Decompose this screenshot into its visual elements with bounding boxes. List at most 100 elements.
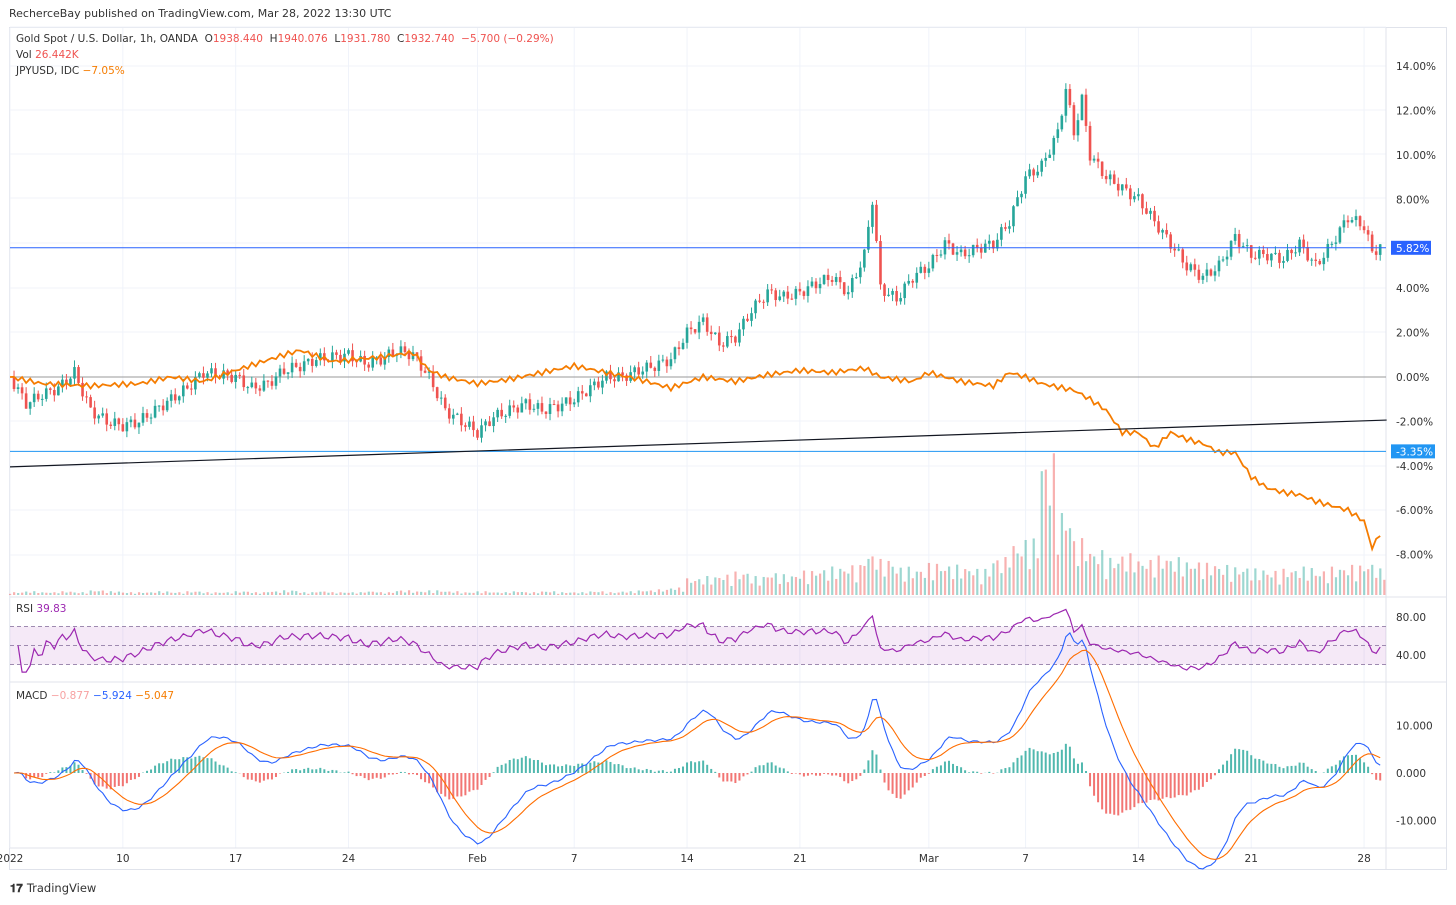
candle-body	[1253, 257, 1257, 259]
candle-body	[826, 274, 830, 280]
compare-legend: JPYUSD, IDC −7.05%	[16, 65, 125, 77]
candle-body	[165, 400, 169, 411]
volume-bar	[484, 591, 487, 595]
macd-histogram-bar	[480, 773, 483, 786]
candle-body	[367, 364, 370, 368]
volume-bar	[1117, 563, 1120, 595]
candle-body	[992, 240, 995, 249]
macd-histogram-bar	[1000, 769, 1003, 773]
candle-body	[371, 357, 374, 368]
macd-histogram-bar	[722, 773, 725, 782]
macd-histogram-bar	[710, 768, 713, 773]
symbol-name[interactable]: Gold Spot / U.S. Dollar, 1h, OANDA	[16, 33, 198, 45]
price-label: -3.35%	[1396, 446, 1433, 458]
macd-histogram-bar	[1310, 769, 1313, 773]
volume-bar	[1008, 567, 1011, 595]
candle-body	[1193, 264, 1197, 270]
volume-bar	[202, 593, 205, 595]
candle-body	[206, 373, 209, 378]
macd-histogram-bar	[1209, 773, 1212, 780]
macd-histogram-bar	[875, 754, 878, 773]
candle-body	[351, 350, 354, 362]
volume-bar	[629, 591, 632, 595]
candle-body	[1116, 183, 1120, 191]
volume-bar	[859, 565, 862, 595]
macd-histogram-bar	[649, 769, 652, 773]
candle-body	[12, 377, 16, 389]
macd-histogram-bar	[657, 770, 660, 773]
macd-histogram-bar	[1157, 773, 1160, 801]
macd-label[interactable]: MACD	[16, 690, 48, 702]
macd-histogram-bar	[565, 764, 568, 773]
macd-histogram-bar	[806, 773, 809, 776]
volume-bar	[637, 590, 640, 595]
volume-bar	[1105, 579, 1108, 595]
volume-bar	[621, 591, 624, 595]
macd-histogram-bar	[1080, 762, 1083, 773]
volume-bar	[657, 589, 661, 595]
tradingview-logo[interactable]: 𝟏𝟕 TradingView	[10, 881, 96, 896]
macd-histogram-bar	[919, 773, 922, 778]
candle-body	[899, 298, 902, 302]
rsi-label[interactable]: RSI	[16, 603, 34, 615]
macd-histogram-bar	[637, 769, 640, 773]
candle-body	[584, 393, 588, 397]
volume-bar	[355, 593, 358, 595]
volume-bar	[1355, 581, 1358, 595]
volume-bar	[1334, 577, 1338, 595]
macd-histogram-bar	[794, 773, 797, 774]
candle-body	[1072, 105, 1076, 136]
candle-body	[790, 298, 794, 300]
macd-histogram-bar	[395, 773, 398, 775]
volume-bar	[210, 593, 213, 595]
candle-body	[770, 289, 773, 291]
volume-bar	[178, 592, 181, 595]
candle-body	[754, 300, 757, 314]
macd-histogram-bar	[1334, 764, 1337, 773]
candle-body	[1112, 174, 1116, 184]
macd-histogram-bar	[782, 768, 785, 773]
volume-bar	[93, 591, 96, 595]
macd-histogram-bar	[617, 763, 620, 773]
volume-bar	[41, 592, 44, 595]
macd-histogram-bar	[1350, 754, 1353, 773]
candle-body	[1173, 248, 1176, 251]
candle-body	[810, 281, 814, 287]
compare-label[interactable]: JPYUSD, IDC	[16, 65, 80, 77]
candle-body	[552, 404, 556, 406]
candle-body	[621, 372, 624, 376]
candle-body	[693, 329, 697, 333]
macd-histogram-bar	[190, 758, 193, 773]
volume-bar	[77, 593, 80, 595]
candle-body	[1225, 256, 1229, 260]
macd-histogram-bar	[81, 770, 84, 773]
macd-histogram-bar	[109, 773, 112, 790]
volume-label[interactable]: Vol	[16, 49, 32, 61]
candle-body	[661, 359, 665, 361]
candle-body	[1274, 252, 1277, 254]
macd-signal-value: −5.047	[135, 690, 175, 702]
volume-bar	[1060, 513, 1064, 595]
volume-bar	[1056, 554, 1059, 595]
macd-histogram-bar	[1117, 773, 1120, 816]
macd-histogram-bar	[1278, 766, 1281, 773]
macd-histogram-bar	[597, 762, 600, 773]
macd-histogram-bar	[391, 773, 394, 775]
candle-body	[145, 413, 149, 418]
volume-bar	[1068, 528, 1072, 595]
volume-bar	[879, 558, 882, 595]
candle-body	[1205, 269, 1209, 276]
x-tick-label: Mar	[919, 853, 939, 865]
macd-histogram-bar	[371, 773, 374, 779]
open-value: 1938.440	[212, 33, 263, 45]
macd-histogram-bar	[1230, 754, 1233, 773]
volume-bar	[403, 592, 407, 595]
x-tick-label: 7	[571, 853, 578, 865]
volume-bar	[141, 592, 145, 595]
macd-histogram-bar	[629, 768, 632, 773]
macd-histogram-bar	[1234, 748, 1237, 773]
macd-histogram-bar	[133, 773, 136, 780]
macd-histogram-bar	[1218, 769, 1220, 773]
volume-bar	[1318, 576, 1321, 595]
